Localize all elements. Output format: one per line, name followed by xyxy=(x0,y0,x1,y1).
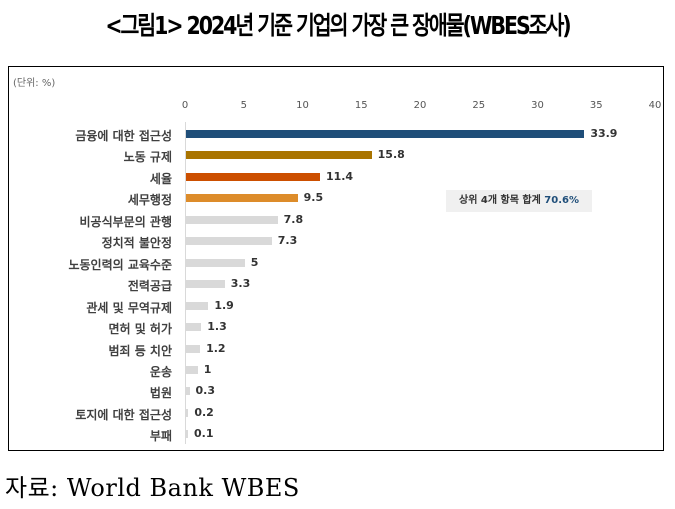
bar xyxy=(186,365,198,374)
bar-row: 비공식부문의 관행 7.8 xyxy=(0,212,675,230)
bar xyxy=(186,430,188,439)
value-label: 5 xyxy=(250,255,259,269)
x-tick-label: 5 xyxy=(240,100,247,111)
unit-label: (단위: %) xyxy=(13,78,56,89)
bar xyxy=(186,130,585,138)
bar xyxy=(186,387,190,396)
value-label: 1.3 xyxy=(207,320,227,334)
bar-row: 토지에 대한 접근성 0.2 xyxy=(0,405,675,423)
value-label: 1 xyxy=(203,362,212,376)
annotation-text: 상위 4개 항목 합계 xyxy=(459,195,541,206)
bar-row: 세율 11.4 xyxy=(0,169,675,187)
x-tick-label: 40 xyxy=(648,100,662,111)
bar xyxy=(186,172,320,181)
bar-row: 면허 및 허가 1.3 xyxy=(0,320,675,337)
value-label: 0.1 xyxy=(194,427,214,441)
category-label: 세율 xyxy=(149,171,172,186)
bar xyxy=(186,194,298,203)
bar-row: 전력공급 3.3 xyxy=(0,277,675,294)
top4-sum-annotation: 상위 4개 항목 합계 70.6% xyxy=(446,190,592,212)
x-tick-label: 30 xyxy=(531,100,544,111)
x-tick-label: 35 xyxy=(589,100,603,111)
category-label: 부패 xyxy=(149,429,172,444)
bar xyxy=(186,151,372,160)
category-label: 정치적 불안정 xyxy=(101,236,172,251)
bar-row: 관세 및 무역규제 1.9 xyxy=(0,298,675,316)
annotation-value: 70.6% xyxy=(544,195,579,206)
category-label: 노동인력의 교육수준 xyxy=(68,257,172,272)
bar xyxy=(186,344,201,353)
x-tick-label: 10 xyxy=(296,100,309,111)
bar xyxy=(186,301,209,310)
bar xyxy=(186,215,278,224)
value-label: 11.4 xyxy=(325,169,354,183)
value-label: 3.3 xyxy=(230,277,251,291)
category-label: 관세 및 무역규제 xyxy=(86,300,172,315)
category-label: 운송 xyxy=(149,364,172,379)
value-label: 0.3 xyxy=(195,384,216,398)
bar-row: 정치적 불안정 7.3 xyxy=(0,234,675,251)
x-tick-label: 20 xyxy=(413,100,427,111)
category-label: 금융에 대한 접근성 xyxy=(75,129,172,143)
bar-row: 범죄 등 치안 1.2 xyxy=(0,341,675,359)
bar-row: 법원 0.3 xyxy=(0,384,675,401)
bar xyxy=(186,323,202,332)
category-label: 전력공급 xyxy=(127,279,172,294)
bar-row: 세무행정 9.5 xyxy=(0,191,675,208)
value-label: 7.8 xyxy=(283,212,304,226)
value-label: 7.3 xyxy=(277,234,298,248)
value-label: 1.9 xyxy=(214,298,234,312)
bar xyxy=(186,258,245,267)
bar-row: 노동인력의 교육수준 5 xyxy=(0,255,675,273)
category-label: 비공식부문의 관행 xyxy=(79,214,173,229)
value-label: 9.5 xyxy=(303,191,324,205)
figure-title: <그림1> 2024년 기준 기업의 가장 큰 장애물(WBES조사) xyxy=(105,11,571,40)
bar-row: 금융에 대한 접근성 33.9 xyxy=(0,127,675,144)
bar-row: 부패 0.1 xyxy=(0,427,675,444)
category-label: 법원 xyxy=(149,386,172,401)
bar xyxy=(186,280,225,289)
category-label: 면허 및 허가 xyxy=(108,322,172,337)
bar xyxy=(186,408,189,417)
x-tick-label: 15 xyxy=(354,100,368,111)
value-label: 1.2 xyxy=(206,341,226,355)
bar-row: 노동 규제 15.8 xyxy=(0,148,675,165)
source-caption: 자료: World Bank WBES xyxy=(5,474,300,502)
x-tick-label: 25 xyxy=(472,100,486,111)
value-label: 33.9 xyxy=(590,127,618,140)
x-tick-label: 0 xyxy=(181,100,189,111)
y-axis-line xyxy=(185,122,186,444)
value-label: 0.2 xyxy=(194,405,214,419)
category-label: 토지에 대한 접근성 xyxy=(75,407,172,422)
bar-row: 운송 1 xyxy=(0,362,675,380)
chart-frame xyxy=(8,66,664,451)
bar xyxy=(186,237,272,246)
category-label: 노동 규제 xyxy=(123,150,172,165)
category-label: 세무행정 xyxy=(127,193,172,208)
category-label: 범죄 등 치안 xyxy=(108,343,172,358)
value-label: 15.8 xyxy=(377,148,405,162)
